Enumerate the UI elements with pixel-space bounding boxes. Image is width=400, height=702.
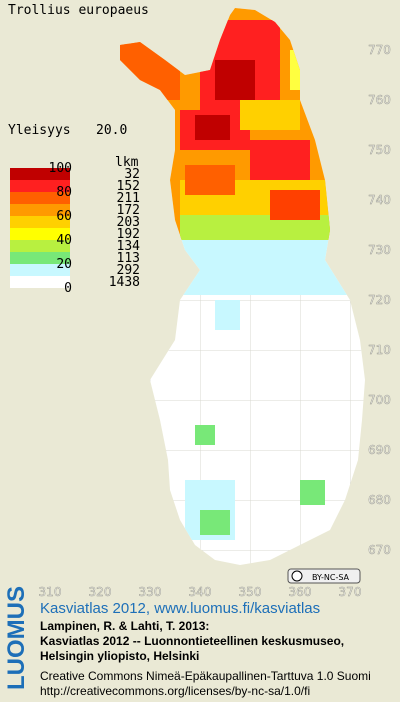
badge-text: BY-NC-SA bbox=[312, 573, 350, 582]
scale-label: 80 bbox=[56, 185, 72, 200]
count: 292 bbox=[117, 263, 140, 278]
y-label: 770 bbox=[368, 43, 391, 57]
y-label: 670 bbox=[368, 543, 391, 557]
count: 203 bbox=[117, 215, 140, 230]
count: 32 bbox=[124, 167, 140, 182]
y-label: 710 bbox=[368, 343, 391, 357]
x-label: 330 bbox=[139, 585, 162, 599]
frequency-value: 20.0 bbox=[96, 123, 127, 138]
legend-colors bbox=[10, 168, 70, 288]
count-header: lkm bbox=[115, 155, 139, 170]
citation: Kasviatlas 2012 -- Luonnontieteellinen k… bbox=[40, 634, 344, 648]
x-label: 320 bbox=[89, 585, 112, 599]
y-label: 680 bbox=[368, 493, 391, 507]
x-label: 310 bbox=[39, 585, 62, 599]
count: 113 bbox=[117, 251, 140, 266]
species: Trollius europaeus bbox=[8, 3, 149, 18]
y-label: 700 bbox=[368, 393, 391, 407]
count: 172 bbox=[117, 203, 140, 218]
y-label: 720 bbox=[368, 293, 391, 307]
count: 134 bbox=[117, 239, 141, 254]
y-label: 690 bbox=[368, 443, 391, 457]
y-label: 760 bbox=[368, 93, 391, 107]
y-label: 740 bbox=[368, 193, 391, 207]
count: 211 bbox=[117, 191, 140, 206]
license-badge: BY-NC-SA bbox=[287, 568, 361, 584]
frequency-label: Yleisyys bbox=[8, 123, 71, 138]
scale-label: 40 bbox=[56, 233, 72, 248]
count: 152 bbox=[117, 179, 140, 194]
x-label: 340 bbox=[189, 585, 212, 599]
x-label: 350 bbox=[239, 585, 262, 599]
license: http://creativecommons.org/licenses/by-n… bbox=[40, 684, 310, 698]
y-label: 730 bbox=[368, 243, 391, 257]
citation: Helsingin yliopisto, Helsinki bbox=[40, 649, 199, 663]
generated: 100 80 60 40 20 0 3215221117220319213411329214… bbox=[38, 43, 391, 600]
count: 192 bbox=[117, 227, 140, 242]
license: Creative Commons Nimeä-Epäkaupallinen-Ta… bbox=[40, 669, 371, 683]
x-label: 360 bbox=[289, 585, 312, 599]
logo: LUOMUS bbox=[3, 586, 30, 690]
y-label: 750 bbox=[368, 143, 391, 157]
scale-label: 20 bbox=[56, 257, 72, 272]
scale-label: 0 bbox=[64, 281, 72, 296]
citation: Lampinen, R. & Lahti, T. 2013: bbox=[40, 619, 209, 633]
atlas-link: Kasviatlas 2012, www.luomus.fi/kasviatla… bbox=[40, 600, 320, 617]
x-label: 370 bbox=[339, 585, 362, 599]
count: 1438 bbox=[109, 275, 140, 290]
scale-label: 100 bbox=[49, 161, 72, 176]
scale-label: 60 bbox=[56, 209, 72, 224]
